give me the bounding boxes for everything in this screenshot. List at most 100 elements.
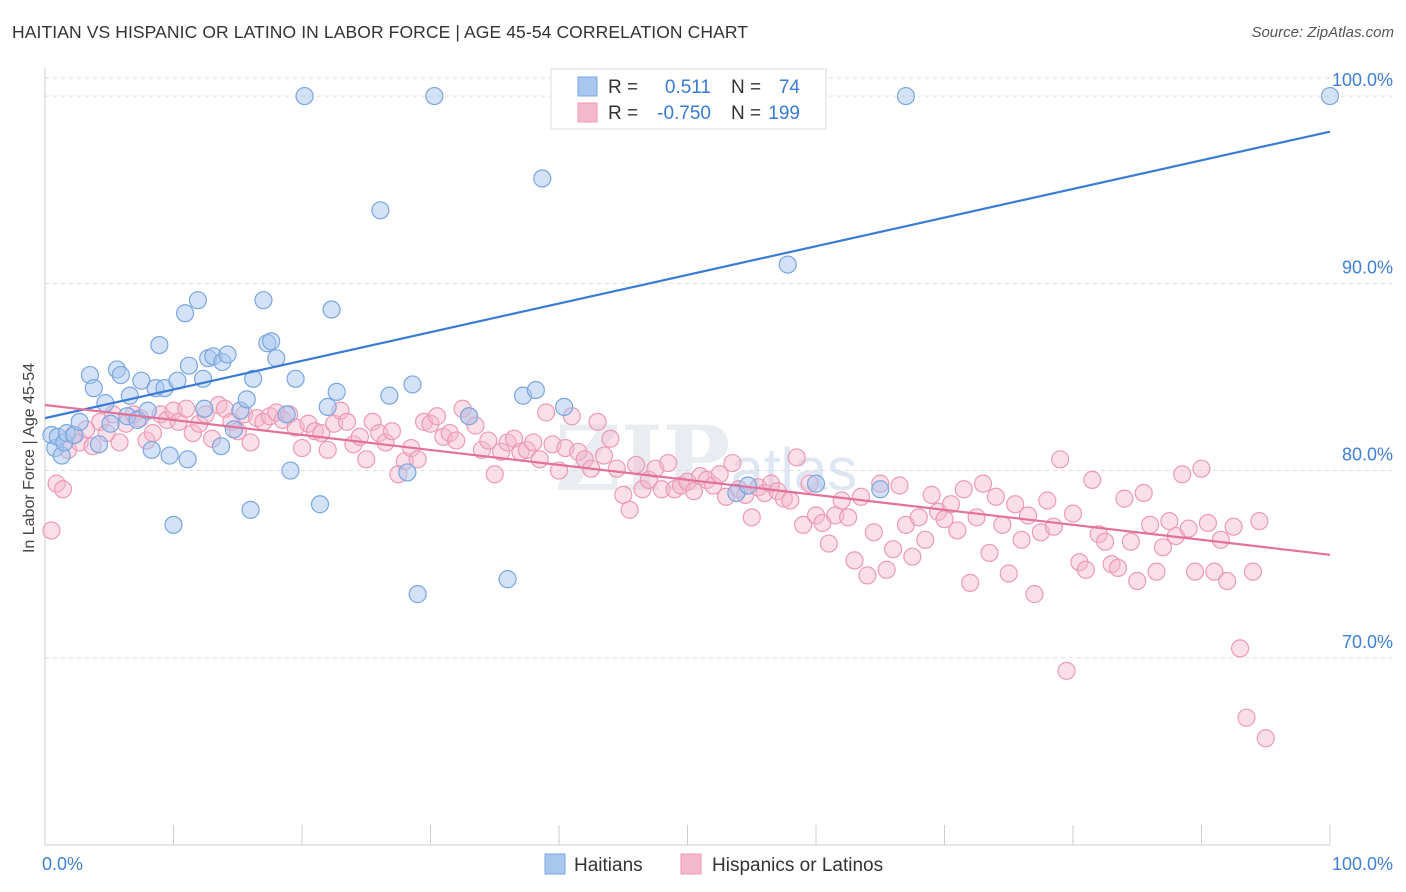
hispanic-point <box>1173 465 1192 484</box>
hispanic-point <box>1057 661 1076 680</box>
haitian-point <box>281 461 300 480</box>
x-tick-label: 100.0% <box>1332 854 1393 874</box>
haitian-point <box>425 86 444 106</box>
hispanic-point <box>1051 450 1070 469</box>
hispanic-point <box>421 414 440 433</box>
haitian-trend-line <box>44 130 1331 420</box>
haitian-point <box>241 500 260 519</box>
hispanic-point <box>1089 525 1108 544</box>
hispanic-point <box>787 448 806 467</box>
hispanic-point <box>761 474 781 493</box>
haitian-point <box>195 399 214 418</box>
hispanic-point <box>110 433 129 452</box>
hispanic-point <box>485 465 504 484</box>
hispanic-point <box>781 491 800 510</box>
hispanic-point <box>1153 538 1173 557</box>
hispanic-point <box>1237 708 1256 727</box>
hispanic-point <box>1224 517 1243 536</box>
y-tick-label: 70.0% <box>1342 632 1393 652</box>
hispanic-point <box>986 487 1006 506</box>
haitian-point <box>806 474 826 493</box>
haitian-point <box>244 369 263 388</box>
axes <box>44 68 1331 846</box>
hispanic-point <box>1198 513 1218 533</box>
hispanic-point <box>537 403 556 422</box>
hispanic-point <box>961 573 980 592</box>
hispanic-point <box>607 459 626 478</box>
hispanic-point <box>999 564 1018 583</box>
haitian-point <box>555 397 574 416</box>
legend-r-value: 0.511 <box>665 77 711 98</box>
haitian-point <box>150 335 169 355</box>
legend-r-label: R = <box>608 103 638 124</box>
hispanic-point <box>530 450 549 469</box>
hispanic-point <box>1147 562 1166 581</box>
haitian-point <box>286 369 305 388</box>
hispanic-point <box>1205 562 1224 581</box>
hispanic-point <box>1012 530 1031 549</box>
stats-legend: R = 0.511 N = 74 R = -0.750 N = 199 <box>550 68 827 130</box>
haitian-point <box>310 495 330 514</box>
legend-r-value: -0.750 <box>657 103 711 124</box>
haitian-point <box>160 446 179 465</box>
hispanic-point <box>1243 562 1263 581</box>
x-tick-label: 0.0% <box>42 854 83 874</box>
tick-labels: 70.0% 80.0% 90.0% 100.0% 0.0% 100.0% <box>42 70 1393 874</box>
hispanic-point <box>1083 470 1102 490</box>
hispanic-point <box>1250 511 1269 531</box>
hispanic-point <box>967 508 986 527</box>
haitian-point <box>175 304 195 323</box>
hispanic-point <box>382 422 402 441</box>
haitian-point <box>322 300 341 319</box>
hispanic-point <box>479 431 498 450</box>
hispanic-point <box>472 440 491 460</box>
haitian-point <box>262 332 281 351</box>
hispanic-point <box>517 440 536 460</box>
haitian-point <box>211 437 231 456</box>
hispanic-point <box>858 566 877 585</box>
haitian-point <box>277 405 296 424</box>
hispanic-point <box>916 530 935 549</box>
hispanic-point <box>1076 560 1095 579</box>
hispanic-point <box>626 455 646 475</box>
haitian-point <box>1320 86 1340 106</box>
hispanic-point <box>614 485 633 504</box>
legend-swatch-haitians <box>577 76 598 97</box>
series-legend: Haitians Hispanics or Latinos <box>544 853 883 876</box>
hispanic-point <box>601 429 620 448</box>
hispanic-point <box>1134 483 1153 503</box>
hispanic-point <box>877 560 896 579</box>
y-tick-label: 90.0% <box>1342 257 1393 277</box>
hispanic-point <box>839 508 858 527</box>
haitian-point <box>408 585 427 604</box>
hispanic-point <box>1192 459 1211 478</box>
haitian-point <box>237 390 256 409</box>
haitian-point <box>179 356 199 375</box>
hispanic-point <box>1179 519 1198 538</box>
haitian-point <box>142 440 161 460</box>
haitian-point <box>254 291 273 310</box>
hispanic-point <box>337 412 357 431</box>
hispanic-point <box>177 399 196 418</box>
haitian-point <box>871 480 890 499</box>
legend-n-label: N = <box>731 77 761 98</box>
hispanic-point <box>794 515 813 534</box>
hispanic-point <box>357 450 376 469</box>
hispanic-point <box>427 407 447 426</box>
hispanic-point <box>954 480 973 499</box>
legend-r-label: R = <box>608 77 638 98</box>
hispanic-point <box>1018 506 1038 525</box>
bottom-swatch-hispanics <box>680 853 702 875</box>
haitian-point <box>896 86 916 106</box>
haitian-point <box>498 570 517 589</box>
hispanic-point <box>890 476 909 495</box>
haitian-point <box>526 380 545 400</box>
hispanic-point <box>504 429 524 448</box>
hispanic-trend-line <box>44 403 1331 556</box>
hispanic-point <box>883 540 903 559</box>
hispanic-point <box>1063 504 1083 523</box>
hispanic-point <box>447 431 466 450</box>
hispanic-point <box>594 446 614 465</box>
haitian-point <box>218 345 237 364</box>
haitian-point <box>89 435 109 454</box>
